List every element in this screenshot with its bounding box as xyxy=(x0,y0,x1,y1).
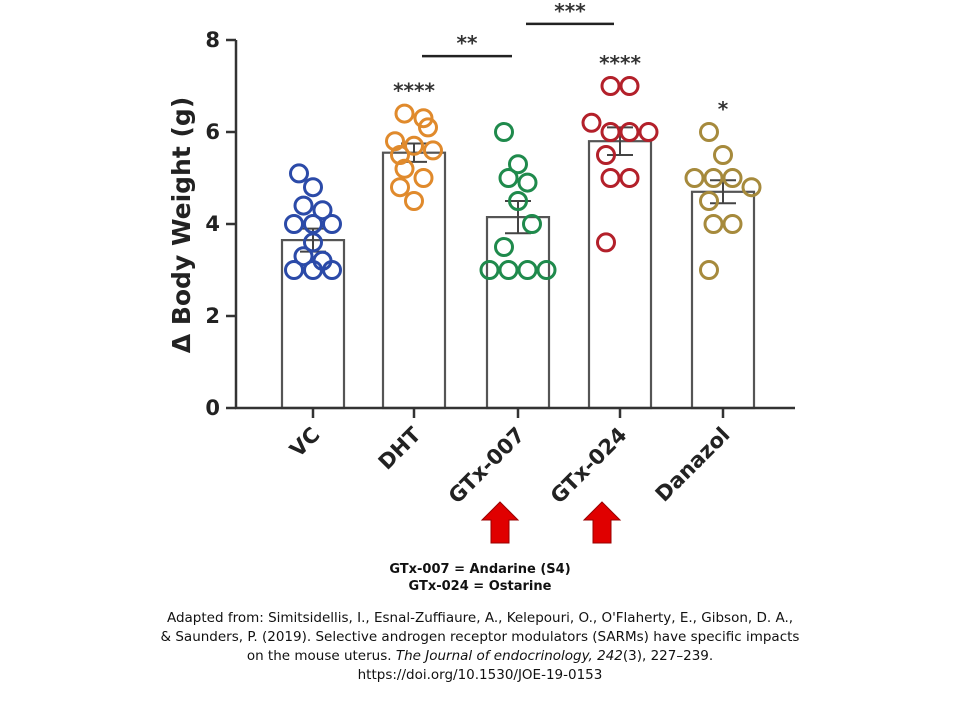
data-point xyxy=(522,214,542,234)
y-tick-label: 6 xyxy=(205,120,220,144)
data-point xyxy=(722,214,743,234)
bar-4 xyxy=(587,140,653,410)
category-label: GTx-024 xyxy=(546,423,632,509)
data-point xyxy=(741,177,762,198)
bar-1 xyxy=(280,239,346,410)
category-label: Danazol xyxy=(651,423,735,507)
data-point xyxy=(293,195,314,216)
data-point xyxy=(289,163,309,184)
data-point xyxy=(498,260,519,280)
data-point xyxy=(322,214,342,234)
legend-line-1: GTx-007 = Andarine (S4) xyxy=(389,562,571,577)
y-tick-label: 4 xyxy=(205,212,220,236)
data-point xyxy=(713,145,733,165)
data-point xyxy=(722,168,743,188)
y-tick-label: 8 xyxy=(205,28,220,52)
citation-text: Adapted from: Simitsidellis, I., Esnal-Z… xyxy=(160,610,800,664)
data-point xyxy=(394,158,415,179)
data-point xyxy=(303,232,323,253)
data-point xyxy=(498,168,519,188)
data-point xyxy=(699,260,719,280)
data-point xyxy=(404,135,424,156)
data-point xyxy=(394,103,415,124)
data-point xyxy=(581,112,602,133)
data-point xyxy=(600,168,621,188)
data-point xyxy=(699,122,719,142)
data-point xyxy=(517,260,538,280)
data-point xyxy=(418,117,438,138)
data-point xyxy=(703,168,724,188)
data-point xyxy=(600,76,621,96)
y-tick-label: 0 xyxy=(205,396,220,420)
bar-2 xyxy=(381,151,447,410)
data-point xyxy=(596,232,616,253)
data-point xyxy=(293,246,314,267)
arrow-up-icon xyxy=(480,501,520,544)
data-point xyxy=(703,214,724,234)
data-point xyxy=(699,191,719,211)
data-point xyxy=(600,122,621,142)
y-tick-label: 2 xyxy=(205,304,220,328)
category-label: VC xyxy=(285,423,324,462)
legend-line-2: GTx-024 = Ostarine xyxy=(408,579,552,594)
data-point xyxy=(413,168,434,188)
data-point xyxy=(284,260,304,280)
data-point xyxy=(638,122,659,142)
significance-label: **** xyxy=(599,51,641,75)
data-point xyxy=(479,260,500,280)
data-point xyxy=(508,191,528,211)
data-point xyxy=(413,108,434,129)
citation: Adapted from: Simitsidellis, I., Esnal-Z… xyxy=(160,609,800,685)
data-point xyxy=(536,260,557,280)
data-point xyxy=(517,172,538,193)
significance-label: * xyxy=(718,97,729,121)
data-point xyxy=(390,177,410,198)
data-point xyxy=(596,145,616,165)
bar-3 xyxy=(485,216,551,410)
data-point xyxy=(404,191,424,211)
data-point xyxy=(423,140,443,161)
category-label: DHT xyxy=(374,422,426,474)
significance-label: **** xyxy=(393,79,435,103)
comparison-label: ** xyxy=(457,31,478,55)
data-point xyxy=(494,122,514,142)
category-label: GTx-007 xyxy=(444,423,530,509)
comparison-label: *** xyxy=(554,0,586,23)
data-point xyxy=(684,168,705,188)
arrow-up-icon xyxy=(582,501,622,544)
y-axis-label: Δ Body Weight (g) xyxy=(167,97,196,353)
data-point xyxy=(390,145,410,165)
citation-issue: (3), 227–239. https://doi.org/10.1530/JO… xyxy=(357,648,714,683)
bar-chart: 0 2 4 6 8 VC DHT GTx-007 GTx-024 Danazol Δ Body We… xyxy=(167,0,795,544)
data-point xyxy=(284,214,304,234)
citation-journal: The Journal of endocrinology, 242 xyxy=(395,648,623,664)
data-point xyxy=(619,122,640,142)
data-point xyxy=(619,76,640,96)
legend: GTx-007 = Andarine (S4) GTx-024 = Ostari… xyxy=(0,561,960,595)
data-point xyxy=(494,237,514,257)
data-point xyxy=(322,260,342,280)
data-point xyxy=(312,200,333,221)
data-point xyxy=(303,260,323,280)
data-point xyxy=(508,154,528,175)
data-point xyxy=(303,177,323,198)
data-point xyxy=(619,168,640,188)
